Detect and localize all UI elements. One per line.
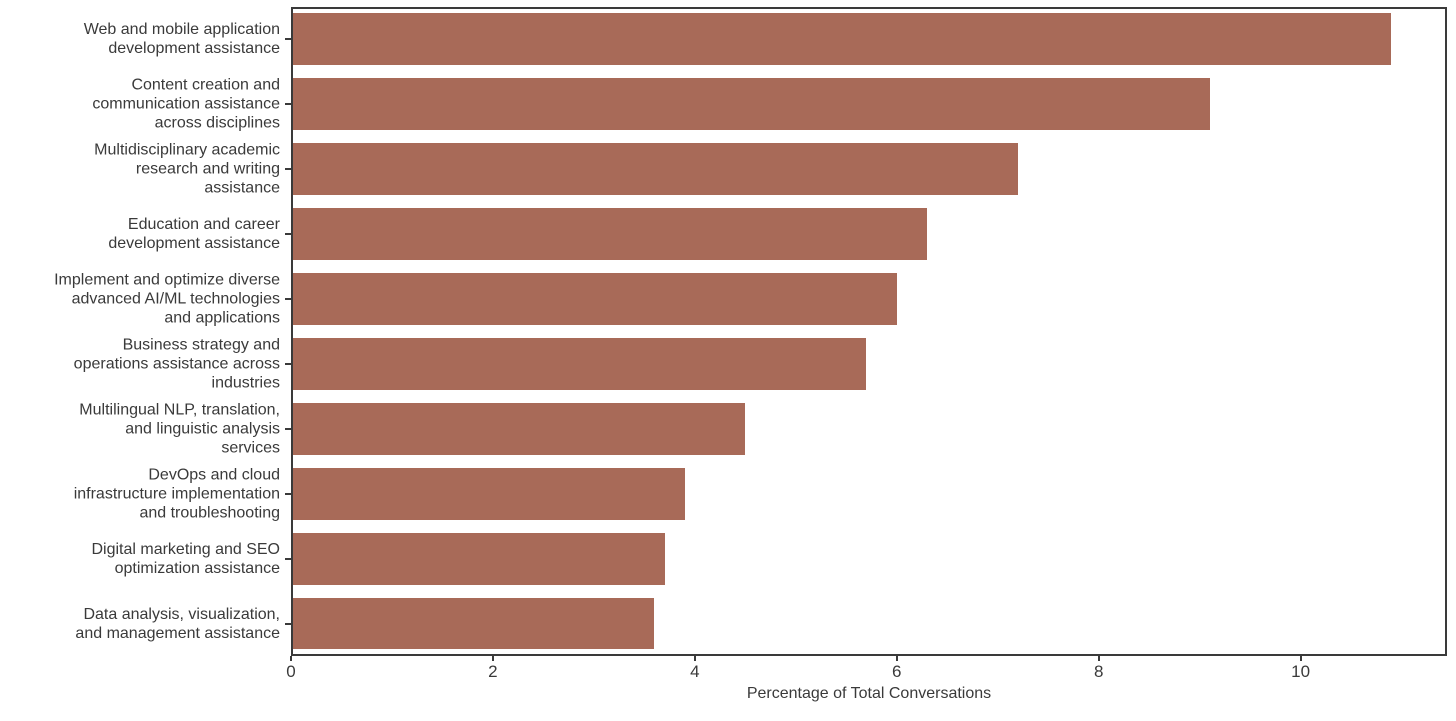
x-tick-label: 2 [488,662,498,681]
x-tick [693,656,696,661]
bar [291,402,746,455]
x-tick-label: 6 [892,662,902,681]
y-tick [285,103,291,106]
y-tick-label: Multilingual NLP, translation, and lingu… [79,401,280,457]
bar [291,143,1018,196]
y-tick [285,427,291,430]
x-tick-label: 4 [690,662,700,681]
x-axis-label: Percentage of Total Conversations [746,685,992,702]
y-tick [285,168,291,171]
x-tick-label: 10 [1291,662,1311,681]
bar [291,78,1210,131]
bar [291,13,1392,66]
y-tick [285,362,291,365]
y-tick-label: Data analysis, visualization, and manage… [75,605,280,642]
y-tick [285,233,291,236]
y-tick-label: Business strategy and operations assista… [73,336,280,392]
x-tick [290,656,292,661]
x-tick-label: 8 [1093,662,1104,681]
y-tick [285,298,291,301]
x-tick [1299,656,1302,661]
plot-area [291,7,1447,656]
y-tick [285,38,291,41]
y-tick-label: DevOps and cloud infrastructure implemen… [73,466,280,522]
y-tick-label: Digital marketing and SEO optimization a… [91,540,280,577]
y-tick [285,492,291,495]
x-tick-label: 0 [286,662,296,681]
y-tick-label: Web and mobile application development a… [83,21,280,58]
y-tick [285,557,291,560]
bar [291,208,928,261]
y-tick [285,622,291,625]
y-tick-label: Content creation and communication assis… [92,76,280,132]
y-tick-label: Implement and optimize diverse advanced … [54,271,280,327]
y-tick-label: Multidisciplinary academic research and … [94,141,280,197]
x-tick [1097,656,1100,661]
x-tick [491,656,494,661]
x-tick [895,656,898,661]
bar [291,273,897,325]
bar [291,597,655,650]
bar [291,467,685,520]
bar [291,337,867,390]
bar [291,532,665,585]
y-tick-label: Education and career development assista… [108,216,280,253]
